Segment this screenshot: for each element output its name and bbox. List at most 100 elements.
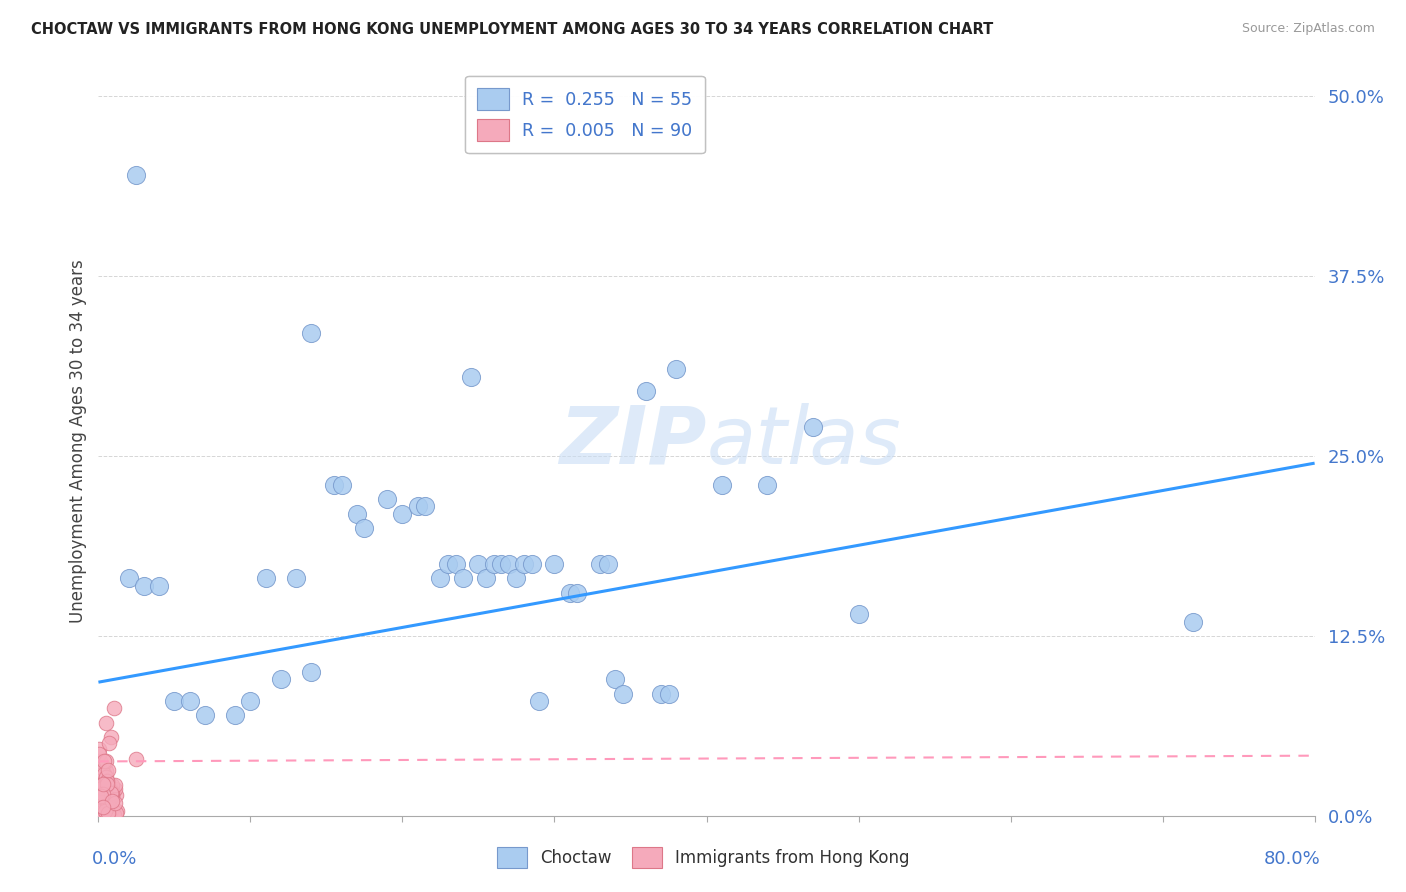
Text: ZIP: ZIP xyxy=(560,402,707,481)
Point xyxy=(125,751,148,765)
Point xyxy=(89,754,111,768)
Point xyxy=(444,557,467,571)
Point xyxy=(101,802,124,816)
Point xyxy=(96,800,118,814)
Point xyxy=(93,795,115,809)
Point xyxy=(1182,615,1205,629)
Point xyxy=(91,799,114,814)
Point xyxy=(91,804,114,818)
Point xyxy=(103,701,125,715)
Point xyxy=(90,789,112,803)
Point xyxy=(650,687,672,701)
Point xyxy=(100,795,122,809)
Point xyxy=(97,797,120,812)
Point xyxy=(801,420,824,434)
Point xyxy=(91,777,114,791)
Point xyxy=(100,786,122,800)
Point xyxy=(93,784,115,798)
Point xyxy=(353,521,375,535)
Point xyxy=(93,792,115,806)
Point xyxy=(89,789,111,804)
Point xyxy=(239,694,262,708)
Point xyxy=(94,800,117,814)
Point xyxy=(91,789,114,804)
Point xyxy=(89,809,111,823)
Point xyxy=(323,477,346,491)
Point xyxy=(91,795,114,809)
Point xyxy=(91,786,114,800)
Point xyxy=(513,557,536,571)
Point xyxy=(612,687,634,701)
Point xyxy=(96,777,118,791)
Point xyxy=(97,764,120,778)
Point xyxy=(224,708,246,723)
Point xyxy=(665,362,688,376)
Point xyxy=(87,792,110,806)
Point xyxy=(437,557,460,571)
Point xyxy=(89,741,111,756)
Point xyxy=(87,796,110,810)
Point xyxy=(596,557,619,571)
Text: atlas: atlas xyxy=(707,402,901,481)
Point xyxy=(475,571,498,585)
Point xyxy=(413,500,436,514)
Text: 0.0%: 0.0% xyxy=(93,850,138,868)
Point xyxy=(91,788,114,802)
Point xyxy=(91,780,114,795)
Point xyxy=(467,557,489,571)
Point xyxy=(285,571,308,585)
Point xyxy=(96,793,118,807)
Point xyxy=(101,789,124,804)
Point xyxy=(460,369,482,384)
Point xyxy=(96,789,118,803)
Point xyxy=(91,793,114,807)
Point xyxy=(90,797,112,811)
Point xyxy=(93,805,115,819)
Point xyxy=(605,673,627,687)
Point xyxy=(558,586,581,600)
Point xyxy=(104,805,127,820)
Point xyxy=(91,807,114,822)
Point xyxy=(529,694,551,708)
Text: Source: ZipAtlas.com: Source: ZipAtlas.com xyxy=(1241,22,1375,36)
Point xyxy=(96,793,118,807)
Point xyxy=(132,579,155,593)
Point xyxy=(93,766,115,780)
Point xyxy=(100,778,122,792)
Point xyxy=(93,779,115,793)
Point xyxy=(491,557,513,571)
Legend: Choctaw, Immigrants from Hong Kong: Choctaw, Immigrants from Hong Kong xyxy=(491,840,915,875)
Point xyxy=(104,789,127,803)
Point xyxy=(97,777,120,791)
Point xyxy=(94,715,117,730)
Point xyxy=(91,806,114,821)
Point xyxy=(93,803,115,817)
Point xyxy=(89,804,111,818)
Point xyxy=(93,754,115,768)
Text: 80.0%: 80.0% xyxy=(1264,850,1320,868)
Point xyxy=(91,807,114,822)
Point xyxy=(97,789,120,804)
Point xyxy=(125,168,148,182)
Point xyxy=(89,797,111,811)
Point xyxy=(148,579,170,593)
Point xyxy=(87,789,110,804)
Point xyxy=(94,764,117,779)
Point xyxy=(589,557,612,571)
Point xyxy=(505,571,527,585)
Point xyxy=(97,803,120,817)
Point xyxy=(104,778,127,792)
Point xyxy=(91,800,114,814)
Point xyxy=(657,687,679,701)
Point xyxy=(94,787,117,801)
Point xyxy=(194,708,217,723)
Point xyxy=(520,557,543,571)
Point xyxy=(330,477,353,491)
Point xyxy=(89,793,111,807)
Point xyxy=(98,800,121,814)
Point xyxy=(96,802,118,816)
Y-axis label: Unemployment Among Ages 30 to 34 years: Unemployment Among Ages 30 to 34 years xyxy=(69,260,87,624)
Point xyxy=(498,557,520,571)
Point xyxy=(299,665,322,679)
Point xyxy=(100,730,122,744)
